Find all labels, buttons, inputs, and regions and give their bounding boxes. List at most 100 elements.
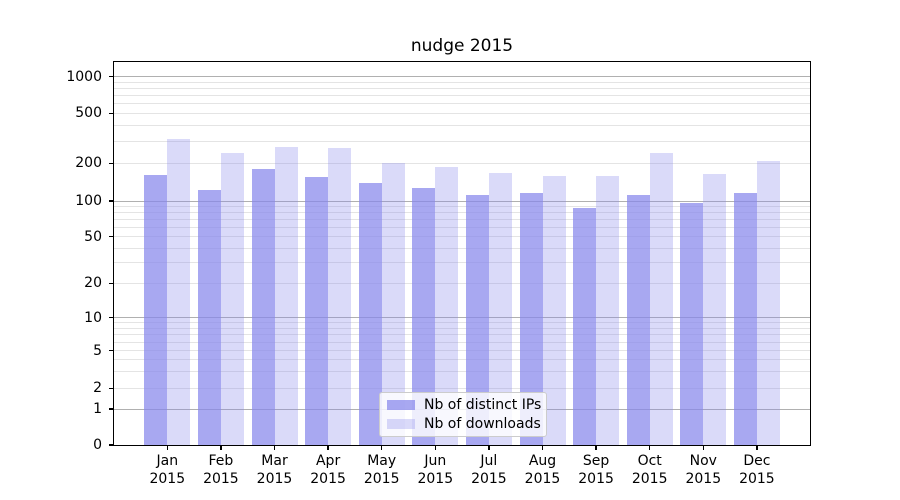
bar-downloads	[274, 146, 298, 445]
chart-title: nudge 2015	[410, 36, 514, 56]
x-tick-year: 2015	[524, 470, 561, 487]
y-tick-label: 200	[75, 155, 102, 172]
gridline-minor	[114, 371, 810, 373]
x-tick-year: 2015	[363, 470, 400, 487]
gridline-minor	[114, 211, 810, 213]
x-tick-year: 2015	[739, 470, 775, 487]
y-tick-label: 500	[75, 105, 102, 122]
gridline-minor	[114, 226, 810, 228]
x-tick-mark	[649, 445, 651, 450]
x-tick-year: 2015	[471, 470, 507, 487]
y-tick-label: 1000	[66, 68, 102, 85]
gridline-minor	[114, 359, 810, 361]
gridline-minor	[114, 322, 810, 324]
x-tick-month: Jun	[424, 453, 447, 469]
bar-distinct-ips	[519, 192, 543, 445]
x-tick-mark	[434, 445, 436, 450]
x-tick-month: Oct	[637, 453, 662, 469]
gridline-minor	[114, 387, 810, 389]
bar-downloads	[649, 153, 673, 445]
x-tick-label: Mar 2015	[257, 453, 293, 488]
legend-label-downloads: Nb of downloads	[424, 416, 541, 432]
y-tick-label: 0	[93, 437, 102, 453]
gridline-minor	[114, 236, 810, 238]
x-tick-year: 2015	[631, 470, 668, 487]
bar-distinct-ips	[144, 175, 168, 445]
x-tick-mark	[166, 445, 168, 450]
gridline-minor	[114, 81, 810, 83]
y-tick-mark	[109, 387, 114, 389]
gridline-major	[114, 200, 810, 202]
x-tick-month: Jul	[480, 453, 498, 469]
gridline-minor	[114, 124, 810, 126]
y-tick-mark	[109, 112, 114, 114]
gridline-major	[114, 317, 810, 319]
x-tick-label: Sep 2015	[578, 453, 614, 488]
x-tick-mark	[327, 445, 329, 450]
x-tick-label: Jan 2015	[149, 453, 185, 488]
bar-distinct-ips	[412, 188, 436, 445]
x-tick-month: Jan	[156, 453, 179, 469]
bar-downloads	[220, 153, 244, 445]
y-tick-mark	[109, 236, 114, 238]
x-tick-label: May 2015	[364, 453, 400, 488]
bar-distinct-ips	[573, 208, 597, 445]
gridline-minor	[114, 247, 810, 249]
bar-distinct-ips	[733, 193, 757, 445]
gridline-minor	[114, 341, 810, 343]
gridline-minor	[114, 327, 810, 329]
x-tick-mark	[756, 445, 758, 450]
gridline-minor	[114, 282, 810, 284]
bar-downloads	[596, 176, 620, 445]
bar-distinct-ips	[626, 195, 650, 445]
legend-item-downloads: Nb of downloads	[387, 416, 541, 433]
legend: Nb of distinct IPs Nb of downloads	[379, 392, 547, 437]
gridline-minor	[114, 87, 810, 89]
y-tick-mark	[109, 200, 114, 202]
legend-swatch-distinct-ips	[387, 400, 415, 410]
x-tick-year: 2015	[310, 470, 346, 487]
x-tick-mark	[488, 445, 490, 450]
bar-downloads	[328, 147, 352, 445]
gridline-minor	[114, 205, 810, 207]
y-tick-mark	[109, 282, 114, 284]
x-tick-label: Feb 2015	[203, 453, 239, 488]
legend-label-distinct-ips: Nb of distinct IPs	[424, 397, 542, 413]
x-tick-month: Nov	[689, 453, 717, 469]
gridline-minor	[114, 218, 810, 220]
y-tick-label: 5	[93, 342, 102, 359]
legend-swatch-downloads	[387, 419, 415, 429]
x-tick-month: Dec	[743, 453, 771, 469]
bar-downloads	[703, 174, 727, 445]
x-tick-month: May	[367, 453, 397, 469]
bar-distinct-ips	[465, 195, 489, 445]
y-tick-mark	[109, 317, 114, 319]
x-tick-year: 2015	[256, 470, 293, 487]
bar-distinct-ips	[251, 169, 275, 445]
bar-distinct-ips	[358, 183, 382, 445]
gridline-minor	[114, 95, 810, 97]
x-tick-month: Sep	[582, 453, 610, 469]
x-tick-month: Feb	[208, 453, 234, 469]
gridline-minor	[114, 350, 810, 352]
x-tick-month: Mar	[261, 453, 288, 469]
gridline-minor	[114, 334, 810, 336]
x-tick-month: Aug	[528, 453, 557, 469]
x-tick-year: 2015	[578, 470, 614, 487]
bar-downloads	[435, 166, 459, 445]
gridline-minor	[114, 112, 810, 114]
x-tick-mark	[702, 445, 704, 450]
y-tick-label: 1	[93, 401, 102, 417]
gridline-minor	[114, 140, 810, 142]
x-tick-label: Aug 2015	[525, 453, 561, 488]
x-tick-mark	[220, 445, 222, 450]
x-tick-mark	[381, 445, 383, 450]
x-tick-label: Dec 2015	[739, 453, 775, 488]
bar-distinct-ips	[305, 177, 329, 445]
bar-downloads	[167, 139, 191, 445]
bar-downloads	[381, 163, 405, 445]
x-tick-label: Jun 2015	[417, 453, 453, 488]
y-tick-label: 2	[93, 380, 102, 397]
y-tick-mark	[109, 350, 114, 352]
